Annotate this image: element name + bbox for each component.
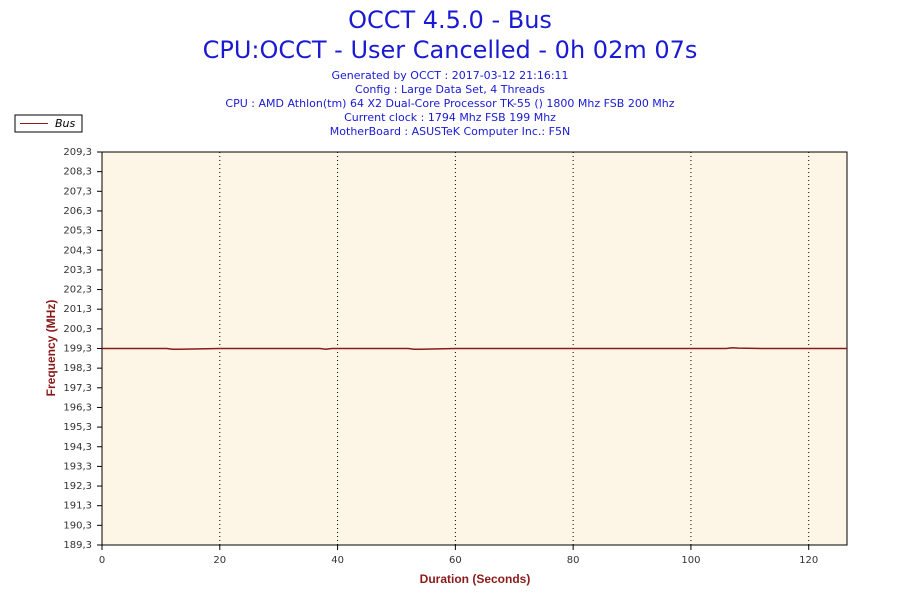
y-tick-label: 206,3: [63, 206, 92, 217]
y-tick-label: 201,3: [63, 304, 92, 315]
y-tick-label: 196,3: [63, 402, 92, 413]
info-line: Current clock : 1794 Mhz FSB 199 Mhz: [344, 111, 556, 124]
info-line: Generated by OCCT : 2017-03-12 21:16:11: [331, 69, 568, 82]
y-tick-label: 189,3: [63, 540, 92, 551]
y-tick-label: 199,3: [63, 344, 92, 355]
x-tick-label: 0: [99, 555, 105, 566]
x-tick-label: 20: [213, 555, 226, 566]
y-tick-label: 194,3: [63, 442, 92, 453]
y-tick-label: 195,3: [63, 422, 92, 433]
legend-box: [14, 114, 83, 133]
y-axis-label: Frequency (MHz): [44, 300, 58, 397]
y-tick-label: 197,3: [63, 383, 92, 394]
y-tick-label: 204,3: [63, 245, 92, 256]
x-tick-label: 40: [331, 555, 344, 566]
chart-title: OCCT 4.5.0 - Bus: [348, 6, 552, 34]
y-tick-label: 207,3: [63, 186, 92, 197]
info-line: CPU : AMD Athlon(tm) 64 X2 Dual-Core Pro…: [225, 97, 674, 110]
x-tick-label: 80: [567, 555, 580, 566]
y-tick-label: 202,3: [63, 285, 92, 296]
series-line: [102, 346, 847, 351]
y-tick-label: 198,3: [63, 363, 92, 374]
y-tick-label: 193,3: [63, 461, 92, 472]
info-line: Config : Large Data Set, 4 Threads: [355, 83, 545, 96]
legend-label: Bus: [55, 117, 76, 130]
y-tick-label: 190,3: [63, 520, 92, 531]
y-tick-label: 200,3: [63, 324, 92, 335]
y-tick-label: 205,3: [63, 226, 92, 237]
y-tick-label: 203,3: [63, 265, 92, 276]
y-tick-label: 191,3: [63, 501, 92, 512]
x-axis-label: Duration (Seconds): [420, 572, 531, 586]
y-tick-label: 209,3: [63, 147, 92, 158]
x-tick-label: 120: [799, 555, 818, 566]
x-tick-label: 100: [681, 555, 700, 566]
y-tick-label: 208,3: [63, 167, 92, 178]
y-tick-label: 192,3: [63, 481, 92, 492]
x-tick-label: 60: [449, 555, 462, 566]
info-line: MotherBoard : ASUSTeK Computer Inc.: F5N: [330, 125, 570, 138]
chart-subtitle: CPU:OCCT - User Cancelled - 0h 02m 07s: [203, 36, 698, 64]
